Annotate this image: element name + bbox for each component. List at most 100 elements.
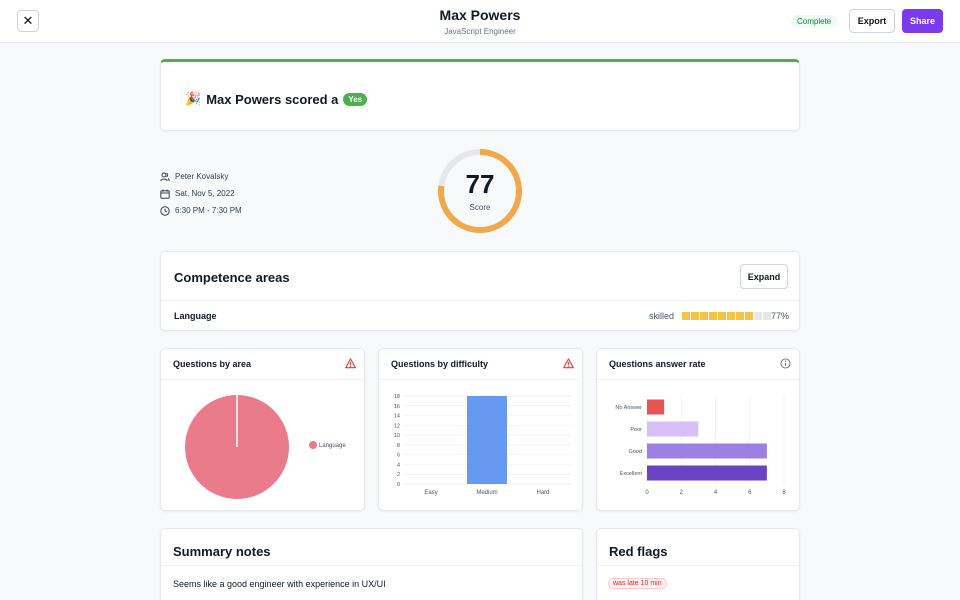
close-icon: ✕ (22, 13, 34, 28)
chart-header: Questions by area (161, 349, 364, 380)
bar (647, 421, 699, 437)
result-card: 🎉 Max Powers scored a Yes (160, 59, 800, 131)
divider (161, 565, 582, 566)
y-tick-label: 10 (394, 433, 400, 439)
meter-segment (754, 312, 762, 320)
horizontal-bar-chart: 0 2 4 6 8 No Answer Poor Good Excellent (615, 396, 786, 496)
x-tick-label: 6 (748, 490, 752, 496)
clock-icon (160, 205, 170, 216)
meter-segment (709, 312, 717, 320)
competence-meter (682, 312, 771, 320)
result-headline: 🎉 Max Powers scored a Yes (185, 91, 368, 107)
warning-icon[interactable] (345, 358, 356, 369)
legend-swatch (309, 441, 317, 449)
competence-name: Language (174, 311, 217, 321)
x-tick-label: Easy (424, 490, 437, 496)
score-value: 77 (465, 169, 495, 199)
summary-title: Summary notes (173, 544, 271, 559)
chart-header: Questions answer rate (597, 349, 799, 380)
share-button[interactable]: Share (902, 9, 943, 33)
summary-text: Seems like a good engineer with experien… (173, 579, 386, 589)
questions-by-difficulty-card: Questions by difficulty 0 2 4 6 8 10 12 14 16 18 E… (378, 348, 583, 511)
chart-title: Questions answer rate (609, 359, 706, 369)
y-tick-label: 2 (397, 472, 400, 478)
questions-answer-rate-card: Questions answer rate 0 2 4 6 8 No Answer Poor… (596, 348, 800, 511)
bar (647, 443, 767, 459)
chart-title: Questions by area (173, 359, 252, 369)
y-tick-label: Poor (630, 427, 642, 433)
chart-header: Questions by difficulty (379, 349, 582, 380)
x-tick-label: 8 (782, 490, 786, 496)
bar-chart: 0 2 4 6 8 10 12 14 16 18 Easy Medium Hard (394, 394, 571, 496)
y-tick-label: Good (629, 449, 642, 455)
y-tick-label: Excellent (620, 471, 643, 477)
legend-label: Language (319, 443, 346, 449)
interview-time: 6:30 PM - 7:30 PM (175, 206, 242, 215)
export-button[interactable]: Export (849, 9, 895, 33)
y-tick-label: 4 (397, 462, 400, 468)
meter-segment (682, 312, 690, 320)
interview-meta: Peter Kovalsky Sat, Nov 5, 2022 6:30 PM … (160, 168, 242, 219)
info-icon[interactable] (780, 358, 791, 369)
competence-card: Competence areas Expand Language skilled… (160, 251, 800, 331)
close-button[interactable]: ✕ (17, 10, 39, 32)
candidate-name: Max Powers (439, 7, 521, 23)
x-tick-label: 4 (714, 490, 718, 496)
users-icon (160, 172, 170, 181)
y-tick-label: 6 (397, 453, 400, 459)
score-gauge (438, 149, 522, 233)
score-ring: 77 Score (436, 147, 524, 235)
calendar-icon (160, 189, 170, 199)
warning-icon[interactable] (563, 358, 574, 369)
x-tick-label: 2 (680, 490, 684, 496)
expand-button[interactable]: Expand (740, 264, 788, 289)
status-badge: Complete (791, 15, 838, 28)
title-block: Max Powers JavaScript Engineer (380, 7, 580, 36)
meter-segment (736, 312, 744, 320)
divider (161, 300, 799, 301)
competence-title: Competence areas (174, 270, 290, 285)
bar-chart-body: 0 2 4 6 8 10 12 14 16 18 Easy Medium Hard (379, 380, 584, 515)
y-tick-label: 16 (394, 404, 400, 410)
y-tick-label: 12 (394, 423, 400, 429)
red-flag-badge: was late 10 min (608, 578, 667, 589)
red-flags-card: Red flags was late 10 min (596, 528, 800, 600)
interviewer-name: Peter Kovalsky (175, 172, 229, 181)
hbar-chart-body: 0 2 4 6 8 No Answer Poor Good Excellent (597, 380, 801, 515)
interview-date: Sat, Nov 5, 2022 (175, 189, 235, 198)
y-tick-label: 14 (394, 414, 400, 420)
meter-segment (718, 312, 726, 320)
interviewer-row: Peter Kovalsky (160, 168, 242, 185)
chart-title: Questions by difficulty (391, 359, 489, 369)
meter-segment (691, 312, 699, 320)
x-tick-label: 0 (645, 490, 649, 496)
top-bar: ✕ Max Powers JavaScript Engineer Complet… (0, 0, 960, 43)
bar (467, 396, 507, 484)
meter-segment (700, 312, 708, 320)
score-arc (438, 149, 522, 233)
date-row: Sat, Nov 5, 2022 (160, 185, 242, 202)
pie-chart-body: Language (161, 380, 366, 515)
score-label: Score (469, 203, 491, 212)
x-tick-label: Hard (536, 490, 549, 496)
questions-by-area-card: Questions by area Language (160, 348, 365, 511)
y-tick-label: 18 (394, 394, 400, 400)
y-tick-label: 8 (397, 443, 400, 449)
bar (647, 465, 767, 481)
pie-chart: Language (185, 395, 346, 499)
result-badge: Yes (343, 92, 368, 106)
competence-level: skilled (649, 311, 675, 321)
y-tick-label: 0 (397, 482, 400, 488)
red-flags-title: Red flags (609, 544, 668, 559)
time-row: 6:30 PM - 7:30 PM (160, 202, 242, 219)
summary-notes-card: Summary notes Seems like a good engineer… (160, 528, 583, 600)
competence-percent: 77% (771, 311, 790, 321)
result-text: Max Powers scored a (206, 91, 339, 107)
party-icon: 🎉 (185, 91, 202, 106)
x-tick-label: Medium (476, 490, 497, 496)
y-tick-label: No Answer (615, 405, 642, 411)
meter-segment (763, 312, 771, 320)
candidate-role: JavaScript Engineer (444, 27, 516, 36)
meter-segment (745, 312, 753, 320)
bar (647, 399, 665, 415)
